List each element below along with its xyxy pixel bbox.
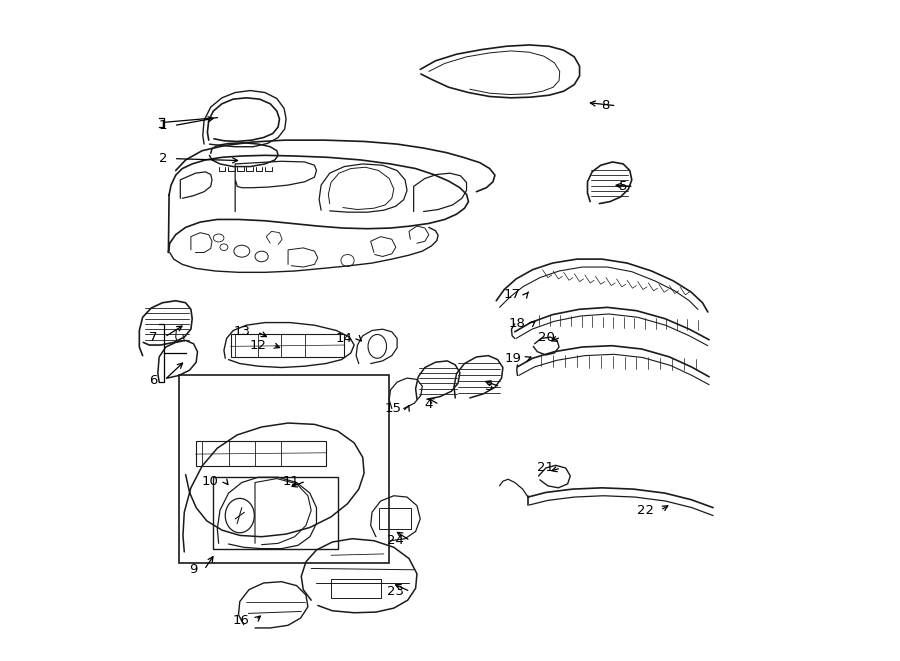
Bar (331, 579, 381, 598)
Text: 12: 12 (249, 338, 266, 352)
Text: 4: 4 (425, 398, 433, 411)
Text: 14: 14 (336, 332, 352, 345)
Text: 24: 24 (387, 534, 404, 547)
Text: 15: 15 (384, 402, 401, 415)
Text: 18: 18 (508, 317, 526, 330)
Text: 5: 5 (618, 180, 627, 193)
Bar (379, 508, 411, 529)
Text: 2: 2 (158, 152, 167, 165)
Text: 22: 22 (636, 504, 653, 517)
Bar (179, 375, 389, 563)
Text: 9: 9 (189, 563, 197, 576)
Text: 1: 1 (158, 119, 167, 132)
Bar (213, 477, 338, 549)
Text: 8: 8 (601, 99, 610, 112)
Text: 16: 16 (232, 613, 249, 627)
Text: 17: 17 (503, 288, 520, 301)
Bar (195, 441, 327, 466)
Bar (230, 334, 344, 357)
Text: 6: 6 (149, 373, 158, 387)
Text: 23: 23 (387, 585, 404, 598)
Text: 21: 21 (537, 461, 554, 475)
Text: 7: 7 (149, 330, 158, 344)
Text: 3: 3 (485, 380, 493, 393)
Text: 20: 20 (537, 330, 554, 344)
Text: 19: 19 (505, 352, 521, 365)
Text: 11: 11 (283, 475, 300, 488)
Text: 13: 13 (233, 325, 250, 338)
Text: 10: 10 (202, 475, 219, 488)
